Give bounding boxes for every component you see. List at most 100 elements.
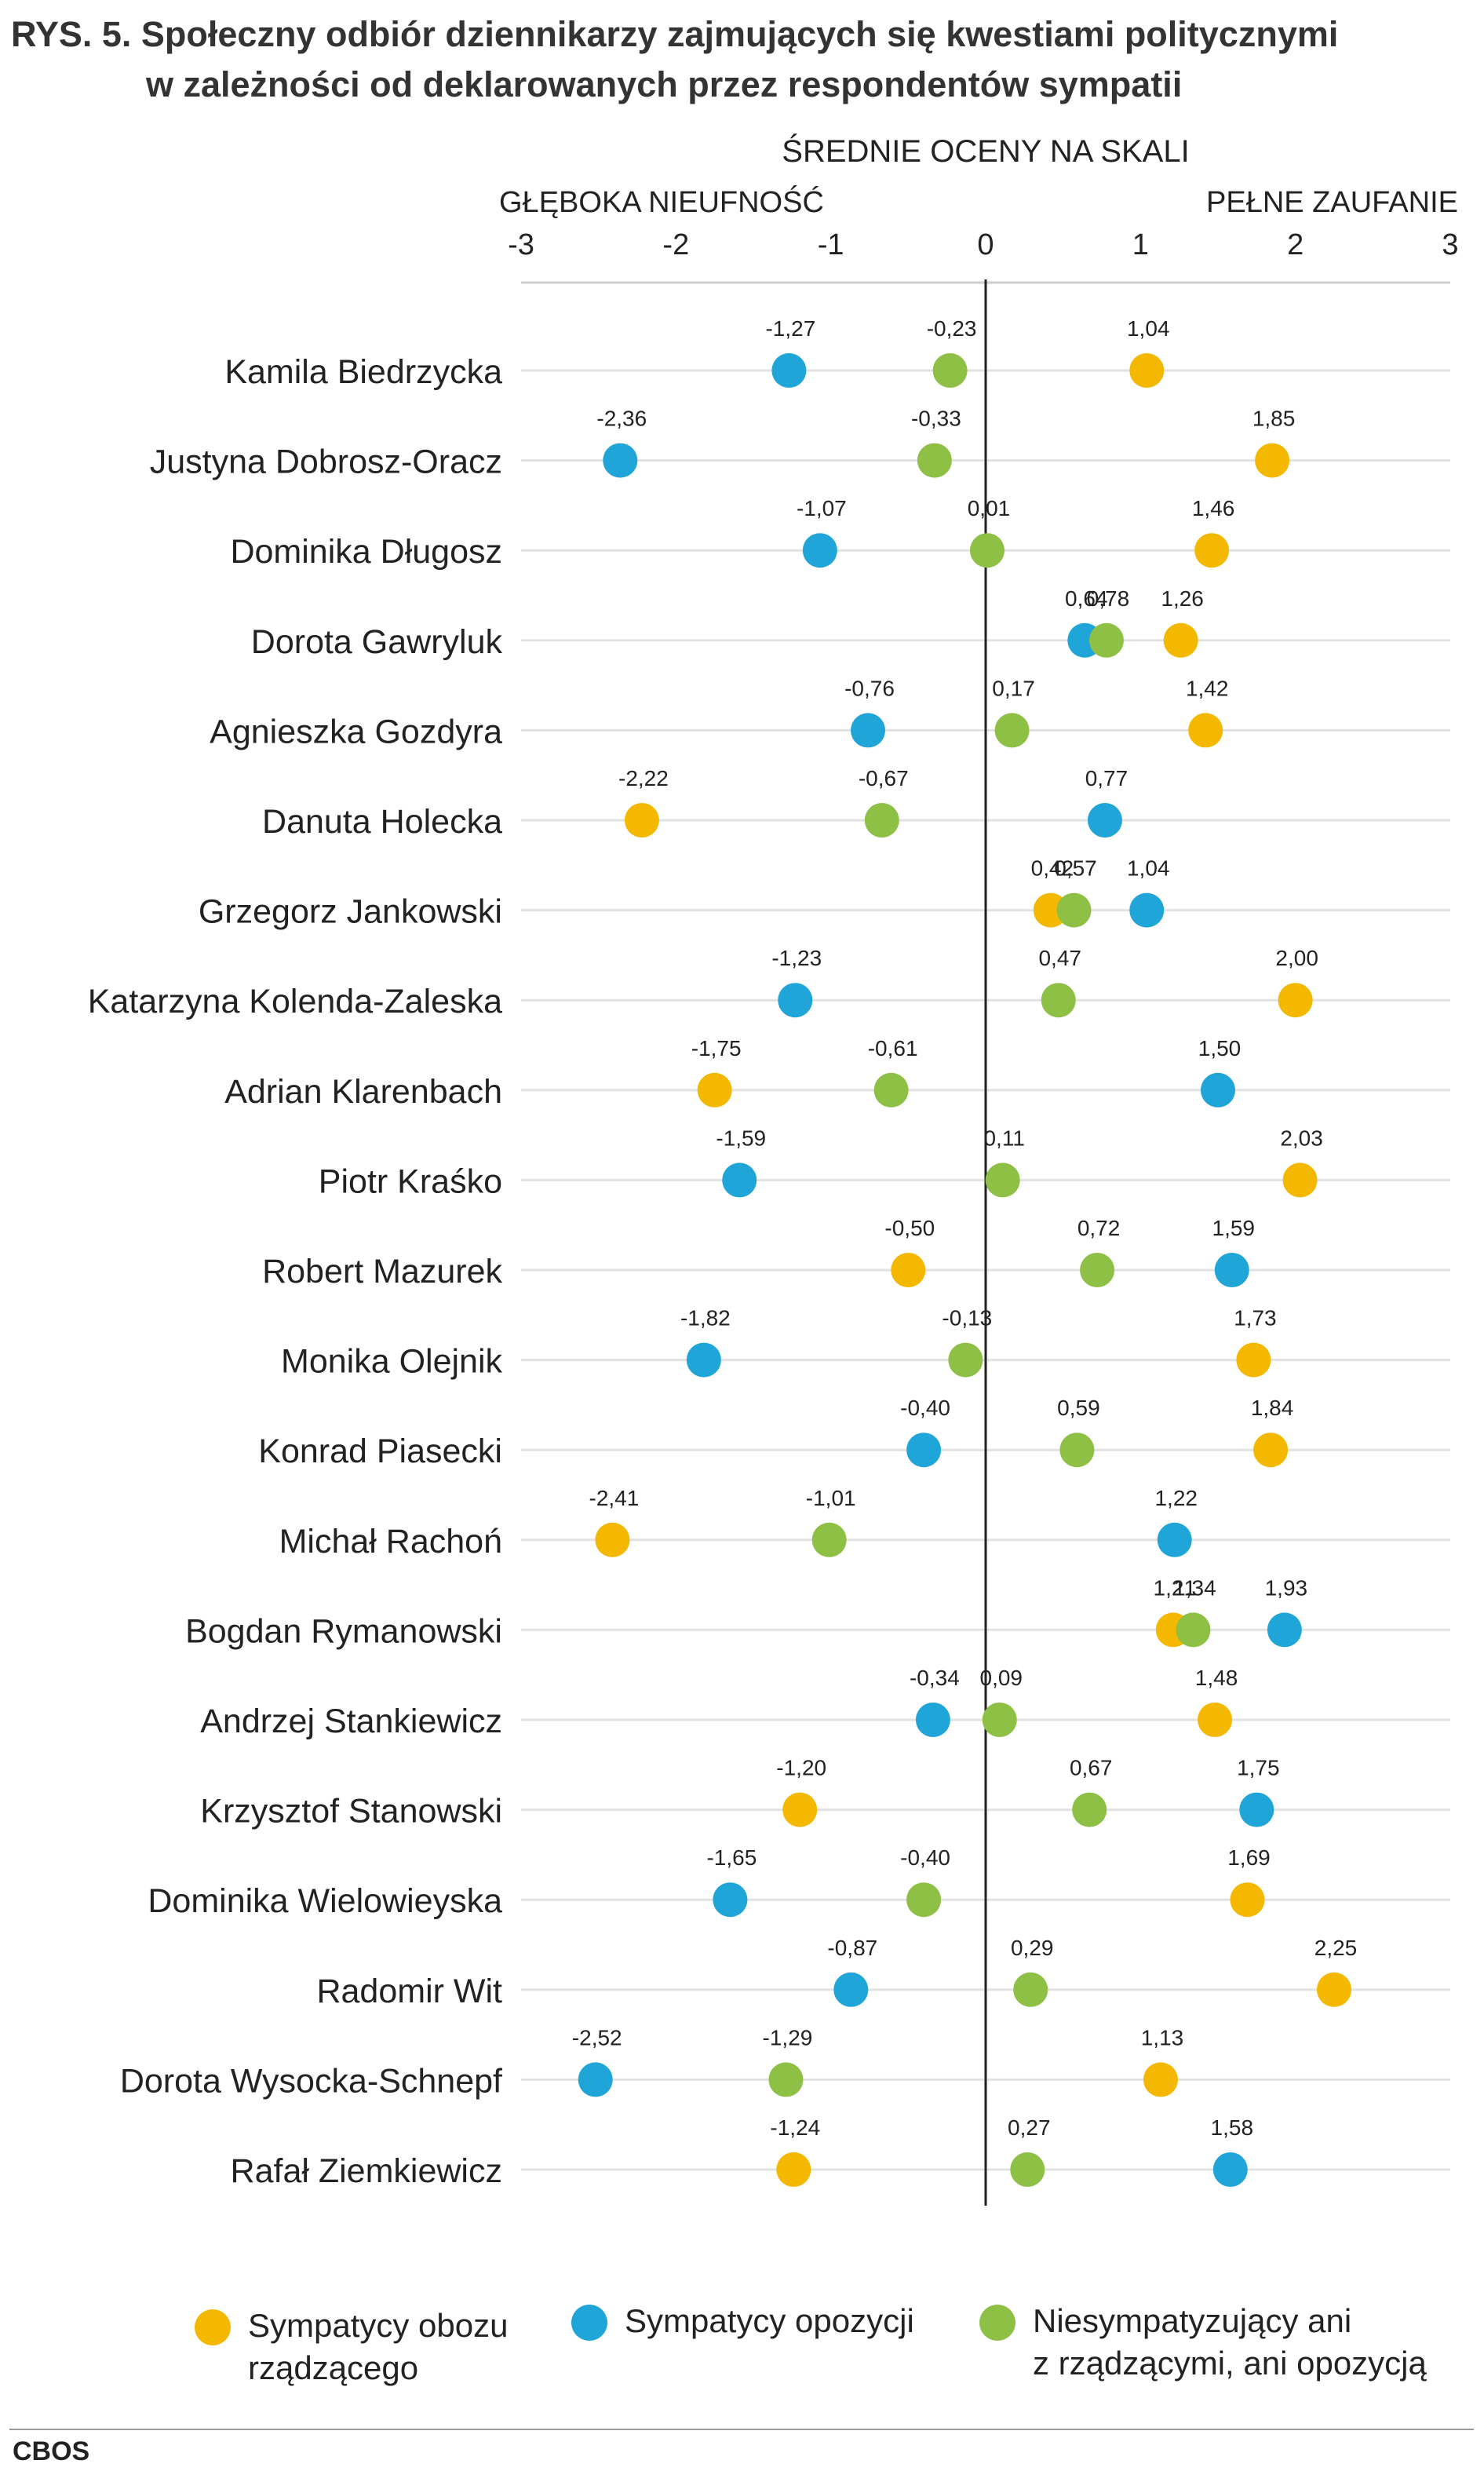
label-ruling: 1,69: [1227, 1845, 1271, 1870]
label-neutral: 0,11: [983, 1126, 1024, 1150]
label-ruling: 2,00: [1275, 946, 1318, 970]
label-ruling: -2,41: [589, 1486, 640, 1510]
title-line-1: RYS. 5. Społeczny odbiór dziennikarzy za…: [11, 14, 1339, 54]
label-neutral: 1,34: [1173, 1575, 1216, 1600]
category-label: Dominika Długosz: [230, 533, 502, 571]
tick-label: 3: [1442, 228, 1458, 261]
point-opposition: [1239, 1792, 1274, 1827]
tick-label: 1: [1132, 228, 1149, 261]
label-ruling: -0,50: [884, 1216, 935, 1240]
point-neutral: [873, 1072, 909, 1108]
point-neutral: [994, 713, 1030, 748]
label-neutral: -0,40: [900, 1845, 950, 1870]
category-label: Dominika Wielowieyska: [148, 1882, 502, 1920]
point-neutral: [969, 533, 1005, 568]
legend-item-ruling: Sympatycy obozu rządzącego: [195, 2305, 509, 2389]
point-neutral: [1080, 1253, 1115, 1287]
category-label: Monika Olejnik: [281, 1343, 502, 1381]
point-neutral: [811, 1522, 847, 1557]
tick-label: -2: [662, 228, 689, 261]
point-neutral: [948, 1342, 983, 1378]
point-opposition: [778, 983, 813, 1018]
point-neutral: [982, 1703, 1017, 1737]
category-label: Rafał Ziemkiewicz: [231, 2152, 502, 2190]
label-opposition: -0,34: [910, 1666, 960, 1690]
point-ruling: [1163, 622, 1198, 658]
point-opposition: [1267, 1612, 1302, 1648]
legend-swatch-neutral: [979, 2305, 1015, 2341]
chart-title: RYS. 5. Społeczny odbiór dziennikarzy za…: [11, 9, 1471, 110]
category-label: Konrad Piasecki: [258, 1433, 502, 1470]
label-ruling: 0,42: [1031, 856, 1074, 881]
point-ruling: [891, 1253, 926, 1287]
label-opposition: -0,87: [827, 1936, 877, 1960]
category-label: Adrian Klarenbach: [224, 1073, 502, 1111]
legend: Sympatycy obozu rządzącego Sympatycy opo…: [0, 2261, 1484, 2394]
label-ruling: -1,75: [691, 1036, 742, 1060]
category-label: Agnieszka Gozdyra: [210, 713, 502, 750]
label-opposition: 0,64: [1065, 586, 1108, 611]
label-ruling: 1,85: [1252, 407, 1296, 431]
title-line-2: w zależności od deklarowanych przez resp…: [146, 64, 1183, 104]
point-opposition: [802, 533, 837, 568]
label-opposition: 1,93: [1265, 1575, 1308, 1600]
tick-label: -3: [508, 228, 534, 261]
point-ruling: [595, 1522, 630, 1557]
category-label: Robert Mazurek: [262, 1253, 502, 1290]
label-ruling: -2,22: [618, 766, 669, 790]
label-neutral: 0,67: [1070, 1756, 1113, 1780]
point-ruling: [776, 2152, 811, 2187]
label-ruling: 1,46: [1192, 496, 1235, 520]
point-neutral: [768, 2062, 804, 2097]
label-opposition: -0,76: [844, 676, 895, 700]
point-opposition: [713, 1882, 748, 1918]
label-neutral: -1,29: [763, 2025, 813, 2049]
point-neutral: [906, 1882, 942, 1918]
point-opposition: [906, 1433, 942, 1468]
point-neutral: [1059, 1433, 1095, 1468]
label-neutral: 0,57: [1054, 856, 1097, 881]
category-label: Radomir Wit: [316, 1973, 502, 2010]
category-label: Dorota Wysocka-Schnepf: [120, 2062, 503, 2100]
point-neutral: [917, 443, 952, 478]
label-ruling: -1,24: [770, 2115, 820, 2140]
point-opposition: [1212, 2152, 1248, 2187]
category-label: Grzegorz Jankowski: [199, 893, 502, 931]
point-ruling: [1198, 1703, 1233, 1737]
label-neutral: 0,29: [1011, 1936, 1054, 1960]
point-ruling: [782, 1792, 818, 1827]
label-neutral: 0,72: [1077, 1216, 1121, 1240]
label-neutral: 0,17: [992, 676, 1035, 700]
label-opposition: -1,07: [797, 496, 847, 520]
label-opposition: -0,40: [900, 1396, 950, 1420]
point-ruling: [624, 803, 659, 838]
point-opposition: [1214, 1253, 1249, 1287]
label-ruling: 1,84: [1251, 1396, 1294, 1420]
legend-label-opposition: Sympatycy opozycji: [625, 2302, 914, 2339]
point-opposition: [915, 1703, 950, 1737]
label-neutral: -0,61: [868, 1036, 918, 1060]
label-ruling: 2,03: [1280, 1126, 1323, 1150]
point-ruling: [1188, 713, 1223, 748]
category-label: Bogdan Rymanowski: [185, 1612, 502, 1650]
point-neutral: [1176, 1612, 1211, 1648]
right-extreme-label: PEŁNE ZAUFANIE: [1206, 186, 1458, 219]
label-neutral: 0,59: [1057, 1396, 1100, 1420]
category-label: Piotr Kraśko: [319, 1163, 502, 1200]
label-opposition: -2,36: [596, 407, 647, 431]
label-ruling: 1,21: [1154, 1575, 1197, 1600]
point-neutral: [1072, 1792, 1107, 1827]
category-label: Danuta Holecka: [262, 803, 502, 841]
point-opposition: [722, 1163, 757, 1198]
tick-label: 2: [1287, 228, 1304, 261]
legend-swatch-ruling: [195, 2309, 231, 2345]
source-label: CBOS: [13, 2436, 90, 2466]
label-opposition: -1,23: [771, 946, 822, 970]
point-opposition: [771, 353, 807, 388]
label-opposition: 1,58: [1211, 2115, 1254, 2140]
point-opposition: [1201, 1072, 1235, 1108]
label-opposition: 1,75: [1237, 1756, 1280, 1780]
label-neutral: -0,67: [859, 766, 909, 790]
point-ruling: [697, 1072, 732, 1108]
point-opposition: [686, 1342, 721, 1378]
